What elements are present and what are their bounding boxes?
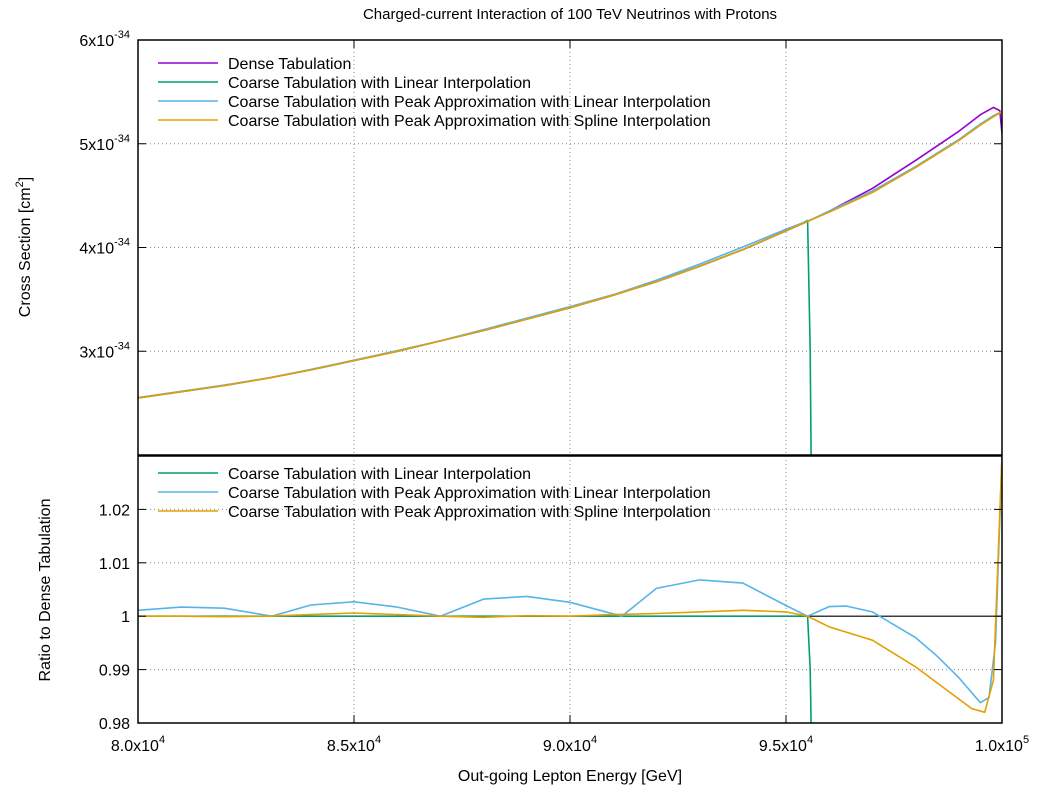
top-legend-label-2: Coarse Tabulation with Peak Approximatio… bbox=[228, 94, 711, 111]
bottom-panel-series bbox=[138, 456, 1002, 723]
top-y-tick-mantissa: 6x10 bbox=[79, 33, 114, 50]
x-tick-exponent: 5 bbox=[1023, 734, 1029, 746]
bottom-y-axis-label: Ratio to Dense Tabulation bbox=[37, 499, 54, 682]
top-y-tick-mantissa: 4x10 bbox=[79, 241, 114, 258]
x-tick-label: 8.0x104 bbox=[111, 734, 165, 755]
chart-title: Charged-current Interaction of 100 TeV N… bbox=[363, 6, 777, 23]
top-y-axis-label-main: Cross Section [cm bbox=[17, 187, 34, 317]
top-panel-series bbox=[138, 106, 1002, 455]
x-tick-exponent: 4 bbox=[591, 734, 597, 746]
top-legend-label-3: Coarse Tabulation with Peak Approximatio… bbox=[228, 113, 711, 130]
x-tick-mantissa: 8.0x10 bbox=[111, 738, 159, 755]
top-legend-label-1: Coarse Tabulation with Linear Interpolat… bbox=[228, 75, 531, 92]
x-tick-label: 9.5x104 bbox=[759, 734, 813, 755]
bottom-y-tick-label: 1.01 bbox=[99, 556, 130, 573]
bottom-y-tick-label: 0.99 bbox=[99, 663, 130, 680]
top-y-tick-label: 6x10-34 bbox=[79, 29, 130, 50]
bottom-y-tick-label: 0.98 bbox=[99, 716, 130, 733]
x-tick-label: 8.5x104 bbox=[327, 734, 381, 755]
top-y-tick-mantissa: 3x10 bbox=[79, 344, 114, 361]
x-tick-exponent: 4 bbox=[375, 734, 381, 746]
top-legend-label-0: Dense Tabulation bbox=[228, 56, 351, 73]
top-y-tick-label: 5x10-34 bbox=[79, 133, 130, 154]
bottom-series-line-0 bbox=[138, 615, 812, 723]
bottom-legend-label-0: Coarse Tabulation with Linear Interpolat… bbox=[228, 466, 531, 483]
x-tick-exponent: 4 bbox=[159, 734, 165, 746]
bottom-series-line-1 bbox=[138, 456, 1002, 704]
bottom-y-tick-label: 1 bbox=[121, 609, 130, 626]
x-tick-mantissa: 9.5x10 bbox=[759, 738, 807, 755]
top-y-tick-exponent: -34 bbox=[114, 133, 130, 145]
top-y-tick-label: 3x10-34 bbox=[79, 340, 130, 361]
x-tick-exponent: 4 bbox=[807, 734, 813, 746]
bottom-legend-label-1: Coarse Tabulation with Peak Approximatio… bbox=[228, 485, 711, 502]
x-tick-label: 1.0x105 bbox=[975, 734, 1029, 755]
legends: Dense Tabulation Coarse Tabulation with L… bbox=[158, 56, 711, 521]
top-y-tick-exponent: -34 bbox=[114, 340, 130, 352]
top-y-axis-label: Cross Section [cm2] bbox=[14, 177, 34, 317]
top-y-tick-label: 4x10-34 bbox=[79, 237, 130, 258]
top-series-line-3 bbox=[138, 110, 1002, 399]
bottom-legend-label-2: Coarse Tabulation with Peak Approximatio… bbox=[228, 504, 711, 521]
top-series-line-1 bbox=[138, 219, 812, 455]
bottom-y-tick-label: 1.02 bbox=[99, 502, 130, 519]
x-tick-label: 9.0x104 bbox=[543, 734, 597, 755]
top-y-tick-exponent: -34 bbox=[114, 237, 130, 249]
bottom-series-line-2 bbox=[138, 456, 1002, 714]
x-tick-mantissa: 8.5x10 bbox=[327, 738, 375, 755]
top-y-axis-label-rest: ] bbox=[17, 177, 34, 181]
top-series-line-2 bbox=[138, 110, 1002, 399]
top-y-tick-mantissa: 5x10 bbox=[79, 137, 114, 154]
x-tick-mantissa: 1.0x10 bbox=[975, 738, 1023, 755]
x-axis-label: Out-going Lepton Energy [GeV] bbox=[458, 768, 682, 785]
top-panel-grid bbox=[138, 40, 1002, 455]
top-y-tick-exponent: -34 bbox=[114, 29, 130, 41]
top-y-axis-label-superscript: 2 bbox=[14, 181, 26, 187]
x-tick-mantissa: 9.0x10 bbox=[543, 738, 591, 755]
axis-ticks: 8.0x104 8.5x104 9.0x104 9.5x104 1.0x1053x10-… bbox=[79, 29, 1029, 755]
